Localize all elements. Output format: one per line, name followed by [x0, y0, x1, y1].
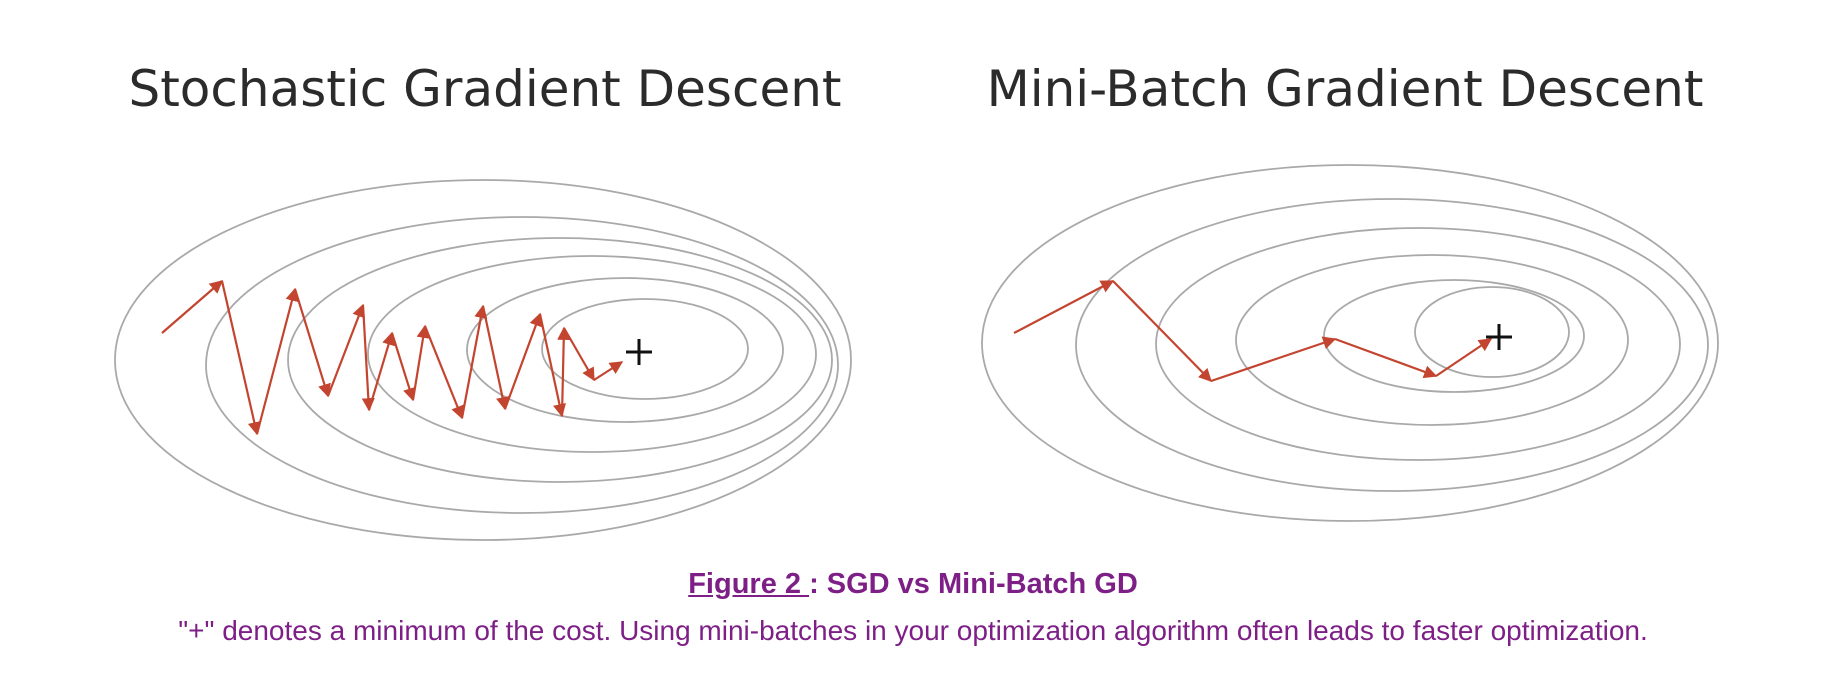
gradient-step-arrow	[1210, 336, 1337, 383]
contour-ring	[1235, 254, 1629, 426]
gradient-step-arrow	[161, 280, 223, 334]
gradient-step-arrow	[255, 287, 299, 435]
contour-ring	[1323, 279, 1585, 393]
gradient-step-arrow	[563, 327, 595, 382]
gradient-step-arrow	[326, 303, 365, 397]
figure-caption-title: Figure 2 : SGD vs Mini-Batch GD	[0, 568, 1826, 601]
gradient-step-arrow	[293, 288, 331, 398]
figure-label: Figure 2	[688, 568, 810, 600]
gradient-step-arrow	[1013, 280, 1115, 334]
gradient-step-arrow	[503, 312, 543, 410]
minibatch-panel: Mini-Batch Gradient Descent	[981, 60, 1719, 522]
gradient-step-arrow	[1112, 280, 1212, 382]
sgd-path	[161, 280, 624, 436]
gradient-step-arrow	[423, 325, 464, 420]
caption-title-text: SGD vs Mini-Batch GD	[826, 568, 1138, 600]
gradient-step-arrow	[481, 305, 509, 411]
gradient-step-arrow	[557, 326, 571, 417]
gradient-step-arrow	[411, 324, 430, 401]
contour-ring	[205, 216, 839, 514]
contour-ring	[1155, 227, 1681, 461]
sgd-contours	[114, 179, 852, 541]
caption-separator: :	[809, 568, 827, 600]
sgd-minimum-marker	[626, 339, 652, 365]
contour-ring	[1414, 286, 1570, 378]
contour-ring	[541, 298, 749, 400]
minibatch-panel-title: Mini-Batch Gradient Descent	[987, 60, 1704, 118]
contour-ring	[287, 237, 833, 483]
minibatch-contours	[981, 164, 1719, 522]
gradient-step-arrow	[1435, 338, 1493, 377]
minibatch-path	[1013, 280, 1493, 383]
sgd-panel-title: Stochastic Gradient Descent	[128, 60, 841, 118]
gradient-step-arrow	[593, 361, 624, 381]
gradient-step-arrow	[538, 313, 566, 418]
minibatch-minimum-marker	[1486, 324, 1512, 350]
gradient-step-arrow	[361, 304, 375, 412]
contour-ring	[466, 277, 784, 423]
gradient-step-arrow	[390, 332, 416, 402]
contour-ring	[114, 179, 852, 541]
sgd-panel: Stochastic Gradient Descent	[114, 60, 852, 541]
gradient-step-arrow	[460, 304, 488, 419]
contour-ring	[1075, 198, 1709, 492]
contour-ring	[367, 255, 817, 453]
gradient-step-arrow	[367, 331, 395, 411]
gradient-step-arrow	[1334, 337, 1438, 379]
figure-caption-note: "+" denotes a minimum of the cost. Using…	[178, 615, 1648, 646]
gradient-step-arrow	[220, 280, 261, 436]
contour-ring	[981, 164, 1719, 522]
